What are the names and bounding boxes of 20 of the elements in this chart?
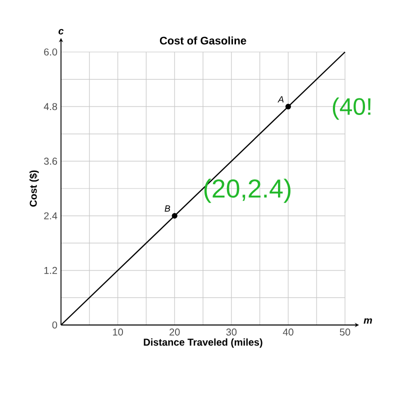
y-tick-label: 4.8 <box>44 103 58 110</box>
y-tick-label: 6.0 <box>44 48 58 56</box>
y-tick-label: 1.2 <box>44 266 57 274</box>
y-tick-label: 2.4 <box>44 212 58 220</box>
y-tick-label: 0 <box>52 321 58 329</box>
x-tick-label: 20 <box>170 328 180 336</box>
x-tick-label: 10 <box>113 328 123 336</box>
annotation: (20,2.4) <box>204 178 290 203</box>
chart-title: Cost of Gasoline <box>160 36 246 45</box>
y-axis-title: Cost ($) <box>29 170 39 207</box>
annotation: B <box>164 205 170 212</box>
x-axis-title: Distance Traveled (miles) <box>144 338 262 348</box>
text: c <box>58 29 64 34</box>
annotation: A <box>278 96 284 102</box>
y-tick-label: 3.6 <box>44 158 58 165</box>
annotation: (40! <box>332 97 370 120</box>
text: m <box>364 318 372 324</box>
x-tick-label: 30 <box>226 328 237 336</box>
x-tick-label: 50 <box>340 328 350 336</box>
x-tick-label: 40 <box>282 328 294 336</box>
